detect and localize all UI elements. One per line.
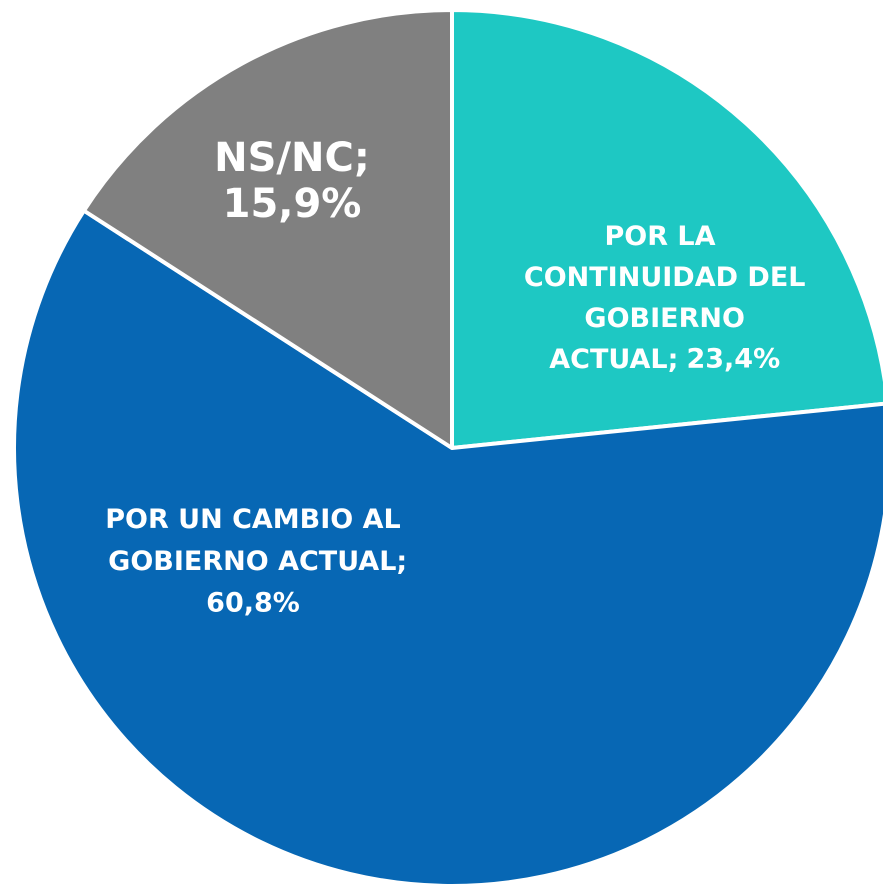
label-line: NS/NC;: [214, 135, 370, 181]
slice-label: NS/NC;: [214, 135, 370, 181]
pie-slice: [81, 8, 454, 450]
value-label: 60,8%: [206, 588, 300, 619]
label-line: GOBIERNO ACTUAL;: [99, 546, 407, 577]
label-line: ACTUAL;: [540, 344, 679, 375]
slice-label: POR UN CAMBIO AL GOBIERNO ACTUAL;: [99, 504, 407, 577]
slice-label: POR LA CONTINUIDAD DEL GOBIERNO ACTUAL;: [515, 221, 806, 375]
label-line: GOBIERNO: [575, 303, 745, 334]
label-line: CONTINUIDAD DEL: [515, 262, 806, 293]
value-label: 15,9%: [223, 181, 362, 227]
pie-slice: [450, 8, 883, 450]
value-label: 23,4%: [686, 344, 780, 375]
label-line: POR UN CAMBIO AL: [105, 504, 401, 535]
pie-slice: [12, 208, 883, 888]
label-line: POR LA: [604, 221, 715, 252]
